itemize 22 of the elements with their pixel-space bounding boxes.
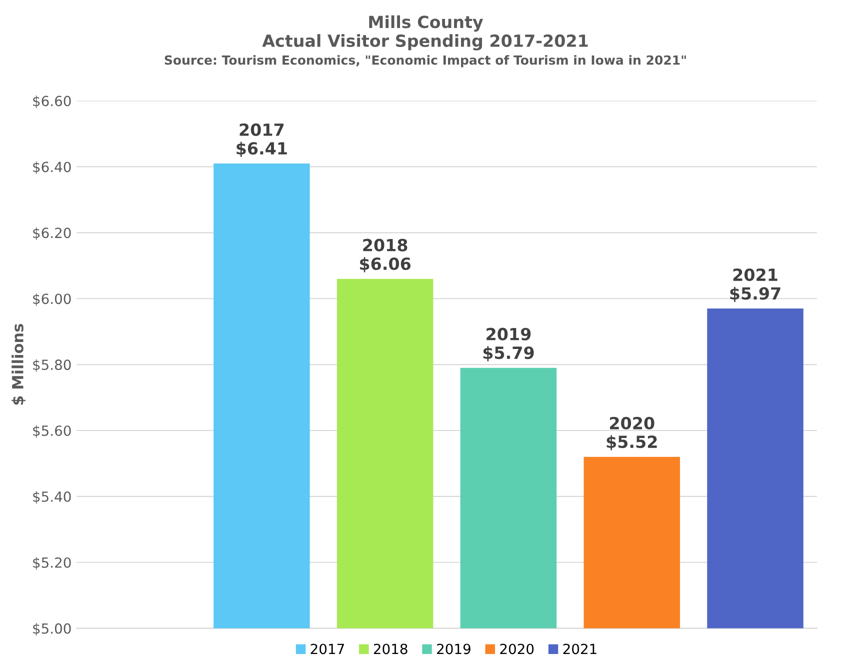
y-tick-label: $6.60 bbox=[33, 96, 71, 108]
data-label: 2021 $5.97 bbox=[730, 268, 780, 302]
legend-label: 2021 bbox=[563, 644, 596, 654]
y-tick-label: $5.20 bbox=[33, 557, 71, 570]
y-tick-label: $6.40 bbox=[33, 161, 71, 174]
y-tick-label: $5.60 bbox=[33, 425, 71, 438]
y-tick-label: $5.00 bbox=[33, 623, 71, 636]
y-tick-label: $6.00 bbox=[33, 293, 71, 306]
data-label: 2020 $5.52 bbox=[606, 416, 657, 450]
y-tick-label: $5.40 bbox=[33, 491, 71, 504]
y-tick-label: $5.80 bbox=[33, 359, 71, 372]
y-tick-label: $6.20 bbox=[33, 227, 71, 240]
legend-label: 2017 bbox=[310, 644, 344, 654]
y-axis-title: $ Millions bbox=[12, 324, 26, 405]
data-label: 2017 $6.41 bbox=[236, 123, 287, 157]
data-label: 2018 $6.06 bbox=[360, 238, 411, 272]
legend-label: 2018 bbox=[374, 644, 408, 654]
chart-title: Mills County Actual Visitor Spending 2017-2021 bbox=[262, 15, 588, 50]
legend-label: 2020 bbox=[500, 644, 534, 654]
chart-subtitle: Source: Tourism Economics, "Economic Impact of Tourism in Iowa in 2021" bbox=[164, 55, 686, 68]
data-label: 2019 $5.79 bbox=[483, 328, 534, 362]
legend-label: 2019 bbox=[437, 644, 470, 654]
